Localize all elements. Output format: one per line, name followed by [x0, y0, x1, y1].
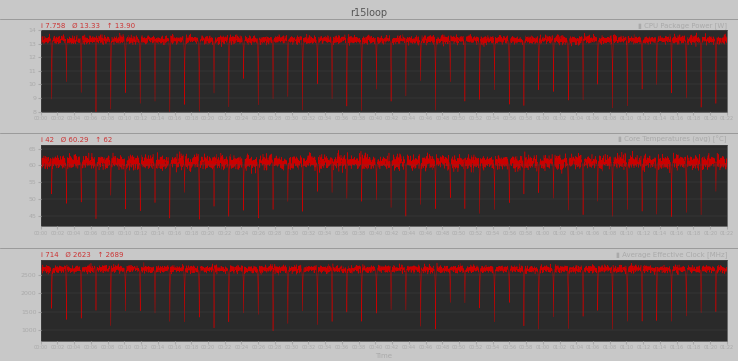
Text: ▮ Average Effective Clock [MHz]: ▮ Average Effective Clock [MHz] [615, 251, 727, 258]
Text: ▮ CPU Package Power [W]: ▮ CPU Package Power [W] [638, 22, 727, 29]
Text: i 7.758   Ø 13.33   ↑ 13.90: i 7.758 Ø 13.33 ↑ 13.90 [41, 22, 135, 29]
Text: r15loop: r15loop [351, 8, 387, 18]
Text: i 42   Ø 60.29   ↑ 62: i 42 Ø 60.29 ↑ 62 [41, 137, 112, 143]
Text: ▮ Core Temperatures (avg) [°C]: ▮ Core Temperatures (avg) [°C] [618, 136, 727, 143]
X-axis label: Time: Time [375, 353, 393, 359]
Text: i 714   Ø 2623   ↑ 2689: i 714 Ø 2623 ↑ 2689 [41, 252, 123, 258]
